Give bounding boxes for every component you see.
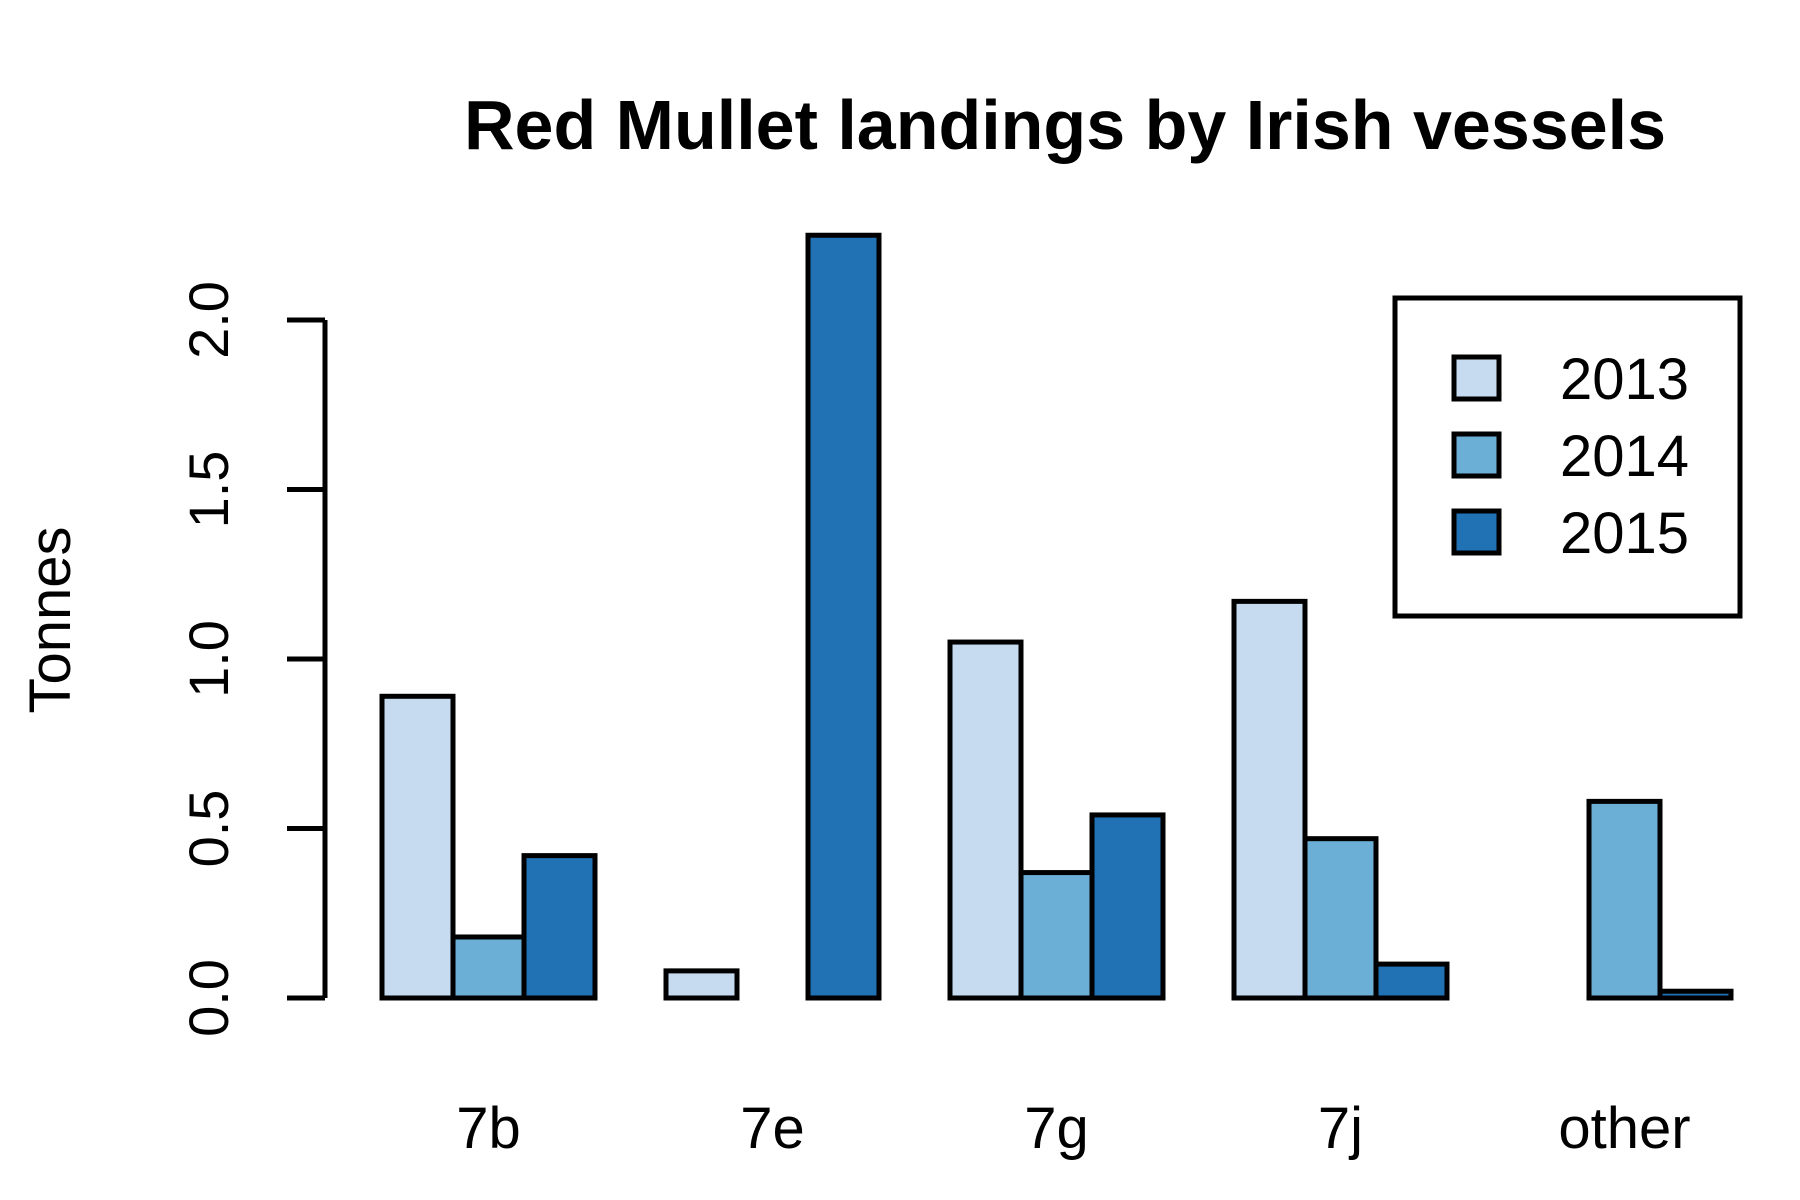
bar-7b-2014 xyxy=(450,934,527,1001)
legend: 2013 2014 2015 xyxy=(1392,295,1743,619)
category-label: other xyxy=(1558,1096,1690,1161)
bar-7b-2015 xyxy=(521,853,598,1001)
bar-7g-2014 xyxy=(1018,870,1095,1001)
legend-label-2015: 2015 xyxy=(1560,501,1689,566)
bars xyxy=(379,232,1734,1001)
y-tick-label: 0.0 xyxy=(177,959,240,1037)
y-tick-label: 1.5 xyxy=(177,451,240,529)
bar-7j-2013 xyxy=(1231,598,1308,1001)
y-axis-label: Tonnes xyxy=(18,526,83,713)
legend-label-2013: 2013 xyxy=(1560,347,1689,412)
y-axis: 0.0 0.5 1.0 1.5 2.0 xyxy=(177,281,328,1037)
bar-7g-2015 xyxy=(1089,812,1166,1001)
bar-7j-2015 xyxy=(1373,961,1450,1001)
category-label: 7b xyxy=(456,1096,521,1161)
legend-label-2014: 2014 xyxy=(1560,424,1689,489)
y-tick-label: 0.5 xyxy=(177,790,240,868)
category-label: 7e xyxy=(740,1096,805,1161)
chart-title: Red Mullet landings by Irish vessels xyxy=(464,86,1666,164)
bar-7e-2013 xyxy=(663,968,740,1001)
legend-swatch-2015 xyxy=(1451,508,1502,556)
category-label: 7g xyxy=(1024,1096,1089,1161)
category-labels: 7b 7e 7g 7j other xyxy=(456,1096,1690,1161)
legend-swatch-2013 xyxy=(1451,354,1502,402)
bar-7g-2013 xyxy=(947,639,1024,1001)
bar-other-2014 xyxy=(1586,798,1663,1001)
bar-other-2015 xyxy=(1657,988,1734,1001)
y-tick-label: 1.0 xyxy=(177,620,240,698)
legend-swatch-2014 xyxy=(1451,431,1502,479)
bar-7j-2014 xyxy=(1302,836,1379,1001)
category-label: 7j xyxy=(1318,1096,1363,1161)
bar-7e-2015 xyxy=(805,232,882,1001)
bar-7b-2013 xyxy=(379,693,456,1001)
y-tick-label: 2.0 xyxy=(177,281,240,359)
